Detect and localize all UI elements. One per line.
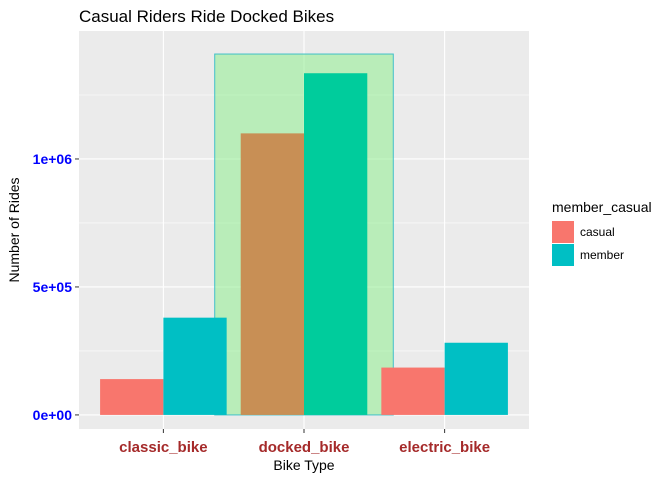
bar-casual-docked_bike bbox=[240, 133, 304, 415]
x-axis: classic_bike docked_bike electric_bike bbox=[119, 429, 490, 456]
legend-key-member bbox=[552, 244, 574, 266]
y-tick-label: 1e+06 bbox=[33, 151, 73, 167]
legend: member_casual casual member bbox=[552, 199, 652, 266]
x-axis-title: Bike Type bbox=[273, 457, 334, 473]
x-tick-label: docked_bike bbox=[259, 439, 350, 456]
bar-casual-classic_bike bbox=[100, 379, 164, 415]
bar-member-docked_bike bbox=[304, 73, 368, 415]
y-tick-label: 0e+00 bbox=[33, 407, 73, 423]
bars bbox=[100, 73, 508, 415]
x-tick-label: classic_bike bbox=[119, 439, 207, 456]
bar-casual-electric_bike bbox=[381, 367, 445, 415]
legend-label-casual: casual bbox=[580, 225, 615, 239]
legend-label-member: member bbox=[580, 248, 624, 262]
y-tick-label: 5e+05 bbox=[33, 279, 73, 295]
y-axis: 0e+00 5e+05 1e+06 bbox=[33, 151, 79, 423]
y-axis-title: Number of Rides bbox=[6, 177, 22, 282]
legend-key-casual bbox=[552, 221, 574, 243]
bar-member-classic_bike bbox=[163, 317, 227, 415]
bar-member-electric_bike bbox=[444, 342, 508, 415]
chart-title: Casual Riders Ride Docked Bikes bbox=[79, 7, 334, 26]
legend-title: member_casual bbox=[552, 199, 652, 215]
x-tick-label: electric_bike bbox=[399, 439, 490, 456]
